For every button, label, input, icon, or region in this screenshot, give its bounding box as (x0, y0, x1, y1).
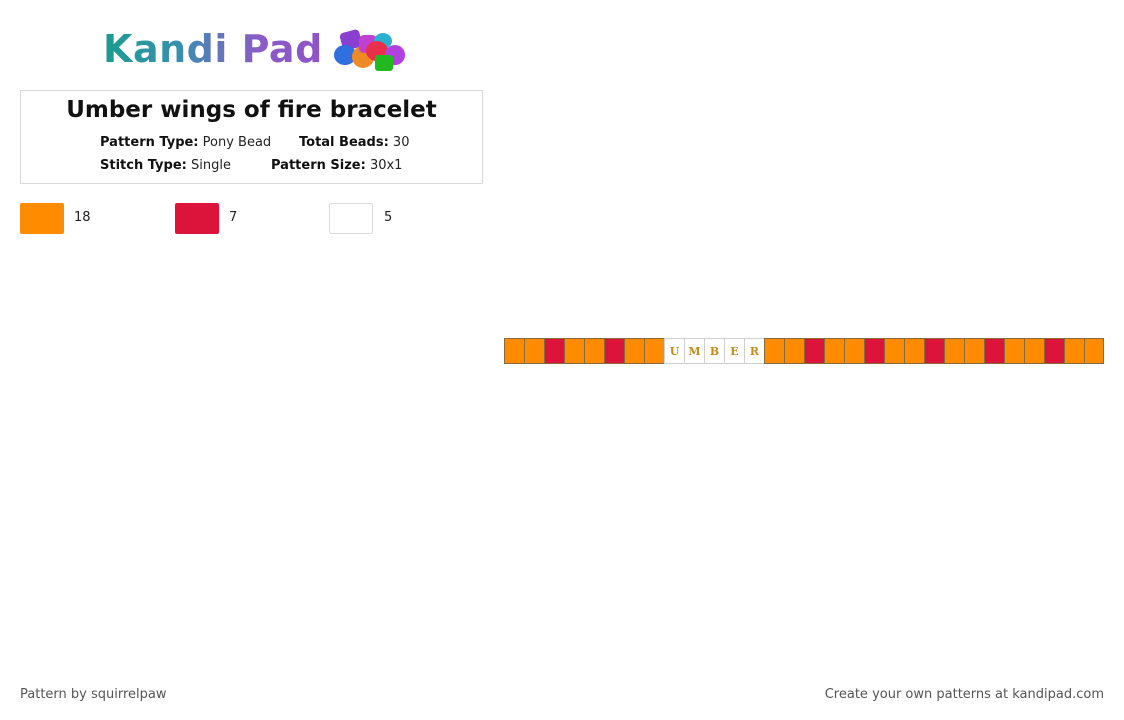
pattern-title: Umber wings of fire bracelet (66, 97, 437, 123)
pattern-type: Pattern Type: Pony Bead (100, 135, 271, 150)
pattern-author[interactable]: Pattern by squirrelpaw (20, 687, 167, 702)
legend-count-red: 7 (229, 210, 238, 225)
legend-swatch-orange (20, 203, 64, 234)
bead-orange (824, 338, 844, 364)
bead-orange (884, 338, 904, 364)
create-patterns-link[interactable]: Create your own patterns at kandipad.com (824, 687, 1104, 702)
bead-orange (624, 338, 644, 364)
bead-red (1044, 338, 1064, 364)
beads-icon (333, 29, 405, 71)
bead-letter-u: U (664, 338, 684, 364)
bead-red (984, 338, 1004, 364)
bead-orange (1064, 338, 1084, 364)
bead-orange (964, 338, 984, 364)
legend-swatch-white (329, 203, 373, 234)
pattern-type-label: Pattern Type: (100, 135, 199, 150)
total-beads: Total Beads: 30 (299, 135, 409, 150)
logo-wordmark: Kandi Pad (103, 24, 323, 74)
bead-orange (764, 338, 784, 364)
total-beads-label: Total Beads: (299, 135, 389, 150)
bead-red (804, 338, 824, 364)
legend-swatch-red (175, 203, 219, 234)
bead-red (544, 338, 564, 364)
bead-letter-m: M (684, 338, 704, 364)
legend-count-orange: 18 (74, 210, 91, 225)
pattern-type-value: Pony Bead (202, 135, 272, 150)
pattern-info-card: Umber wings of fire bracelet Pattern Typ… (20, 90, 483, 184)
bead-orange (584, 338, 604, 364)
stitch-type-label: Stitch Type: (100, 158, 187, 173)
bead-orange (904, 338, 924, 364)
stitch-type-value: Single (191, 158, 231, 173)
bead-orange (564, 338, 584, 364)
bead-red (864, 338, 884, 364)
bead-orange (504, 338, 524, 364)
pattern-size: Pattern Size: 30x1 (271, 158, 402, 173)
kandi-pad-logo[interactable]: Kandi Pad (103, 24, 409, 74)
bead-orange (644, 338, 664, 364)
bead-red (604, 338, 624, 364)
bead-orange (844, 338, 864, 364)
pattern-size-value: 30x1 (369, 158, 403, 173)
legend-count-white: 5 (384, 210, 393, 225)
pattern-size-label: Pattern Size: (271, 158, 366, 173)
total-beads-value: 30 (392, 135, 410, 150)
bead-orange (1004, 338, 1024, 364)
bead-letter-e: E (724, 338, 744, 364)
bead-orange (1084, 338, 1104, 364)
bead-orange (944, 338, 964, 364)
bead-orange (784, 338, 804, 364)
bead-letter-b: B (704, 338, 724, 364)
bead-red (924, 338, 944, 364)
bead-orange (524, 338, 544, 364)
bead-letter-r: R (744, 338, 764, 364)
stitch-type: Stitch Type: Single (100, 158, 231, 173)
bead-orange (1024, 338, 1044, 364)
